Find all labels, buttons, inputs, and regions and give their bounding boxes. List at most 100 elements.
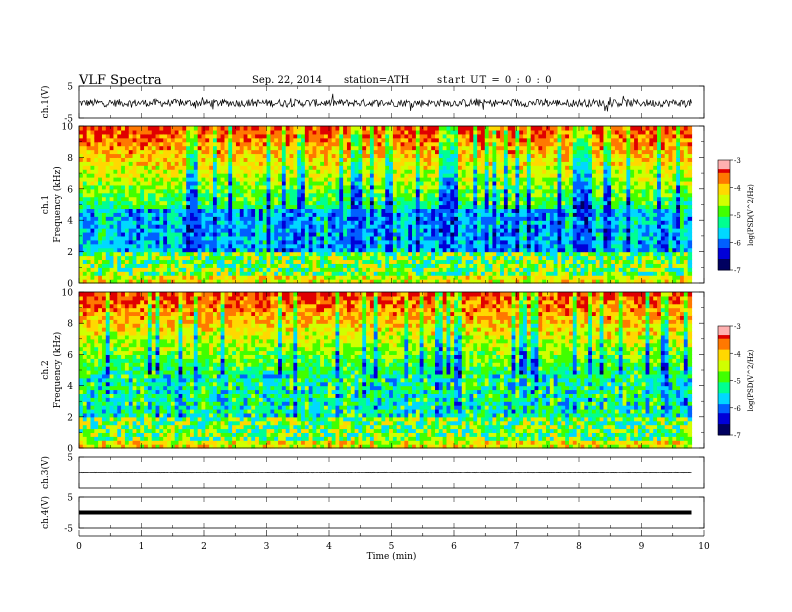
spectrogram-cell [79, 126, 84, 131]
spectrogram-cell [82, 251, 88, 257]
spectrogram-cell [419, 200, 425, 206]
spectrogram-cell [500, 149, 505, 155]
spectrogram-cell [327, 224, 333, 229]
spectrogram-cell [396, 133, 402, 139]
spectrogram-cell [389, 259, 394, 264]
spectrogram-cell [167, 204, 172, 210]
spectrogram-cell [419, 126, 425, 131]
spectrogram-cell [538, 184, 543, 190]
spectrogram-cell [293, 224, 298, 229]
spectrogram-cell [289, 228, 294, 233]
spectrogram-cell [235, 267, 241, 272]
spectrogram-cell [331, 263, 337, 268]
spectrogram-cell [293, 228, 298, 233]
spectrogram-cell [285, 133, 291, 139]
spectrogram-cell [477, 192, 482, 198]
spectrogram-cell [446, 149, 451, 155]
spectrogram-cell [335, 267, 340, 272]
spectrogram-cell [258, 247, 264, 253]
spectrogram-cell [339, 196, 344, 202]
spectrogram-cell [155, 149, 160, 155]
spectrogram-cell [235, 192, 241, 198]
spectrogram-cell [262, 259, 268, 264]
spectrogram-cell [147, 267, 153, 272]
spectrogram-cell [511, 180, 517, 186]
spectrogram-cell [511, 259, 517, 264]
spectrogram-cell [178, 129, 183, 135]
spectrogram-cell [174, 169, 180, 174]
spectrogram-cell [255, 228, 260, 233]
spectrogram-cell [496, 220, 501, 225]
spectrogram-cell [496, 271, 501, 276]
spectrogram-cell [94, 153, 99, 158]
spectrogram-cell [542, 239, 547, 245]
spectrogram-cell [480, 133, 486, 139]
spectrogram-cell [500, 251, 505, 257]
spectrogram-cell [289, 239, 294, 245]
spectrogram-cell [94, 126, 99, 131]
spectrogram-cell [140, 259, 145, 264]
spectrogram-cell [503, 184, 509, 190]
spectrogram-cell [480, 231, 486, 237]
spectrogram-cell [132, 239, 138, 245]
spectrogram-cell [79, 177, 84, 182]
spectrogram-cell [538, 263, 543, 268]
spectrogram-cell [193, 247, 199, 253]
spectrogram-cell [435, 204, 440, 210]
spectrogram-cell [281, 239, 287, 245]
spectrogram-cell [205, 255, 210, 261]
spectrogram-cell [404, 200, 409, 206]
spectrogram-cell [354, 165, 360, 170]
spectrogram-cell [308, 200, 314, 206]
spectrogram-cell [117, 204, 122, 210]
spectrogram-cell [197, 212, 203, 217]
spectrogram-cell [86, 216, 92, 221]
spectrogram-cell [503, 157, 509, 162]
spectrogram-cell [232, 212, 237, 217]
spectrogram-cell [538, 239, 543, 245]
spectrogram-cell [278, 231, 283, 237]
spectrogram-cell [239, 196, 245, 202]
spectrogram-cell [381, 216, 386, 221]
spectrogram-cell [197, 259, 203, 264]
spectrogram-cell [446, 259, 451, 264]
spectrogram-cell [320, 212, 325, 217]
spectrogram-cell [308, 220, 314, 225]
spectrogram-cell [446, 231, 451, 237]
spectrogram-cell [285, 239, 291, 245]
spectrogram-cell [151, 141, 157, 147]
spectrogram-cell [308, 184, 314, 190]
spectrogram-cell [546, 169, 551, 174]
spectrogram-cell [155, 267, 160, 272]
spectrogram-cell [147, 184, 153, 190]
spectrogram-cell [515, 161, 520, 166]
spectrogram-cell [144, 251, 149, 257]
spectrogram-cell [281, 169, 287, 174]
spectrogram-cell [124, 180, 130, 186]
spectrogram-cell [385, 216, 390, 221]
spectrogram-cell [101, 235, 107, 241]
spectrogram-cell [392, 235, 398, 241]
spectrogram-cell [167, 247, 172, 253]
spectrogram-cell [216, 133, 222, 139]
spectrogram-cell [484, 161, 490, 166]
spectrogram-cell [79, 141, 84, 147]
spectrogram-cell [197, 228, 203, 233]
spectrogram-cell [312, 216, 317, 221]
spectrogram-cell [186, 157, 191, 162]
spectrogram-cell [461, 255, 467, 261]
spectrogram-cell [167, 228, 172, 233]
spectrogram-cell [239, 173, 245, 178]
spectrogram-cell [381, 184, 386, 190]
spectrogram-cell [274, 165, 279, 170]
spectrogram-cell [190, 259, 195, 264]
spectrogram-cell [216, 184, 222, 190]
spectrogram-cell [480, 165, 486, 170]
spectrogram-cell [350, 137, 356, 143]
spectrogram-cell [90, 126, 95, 131]
spectrogram-cell [178, 251, 183, 257]
spectrogram-cell [193, 153, 199, 158]
spectrogram-cell [369, 267, 375, 272]
spectrogram-cell [461, 212, 467, 217]
spectrogram-cell [109, 141, 115, 147]
